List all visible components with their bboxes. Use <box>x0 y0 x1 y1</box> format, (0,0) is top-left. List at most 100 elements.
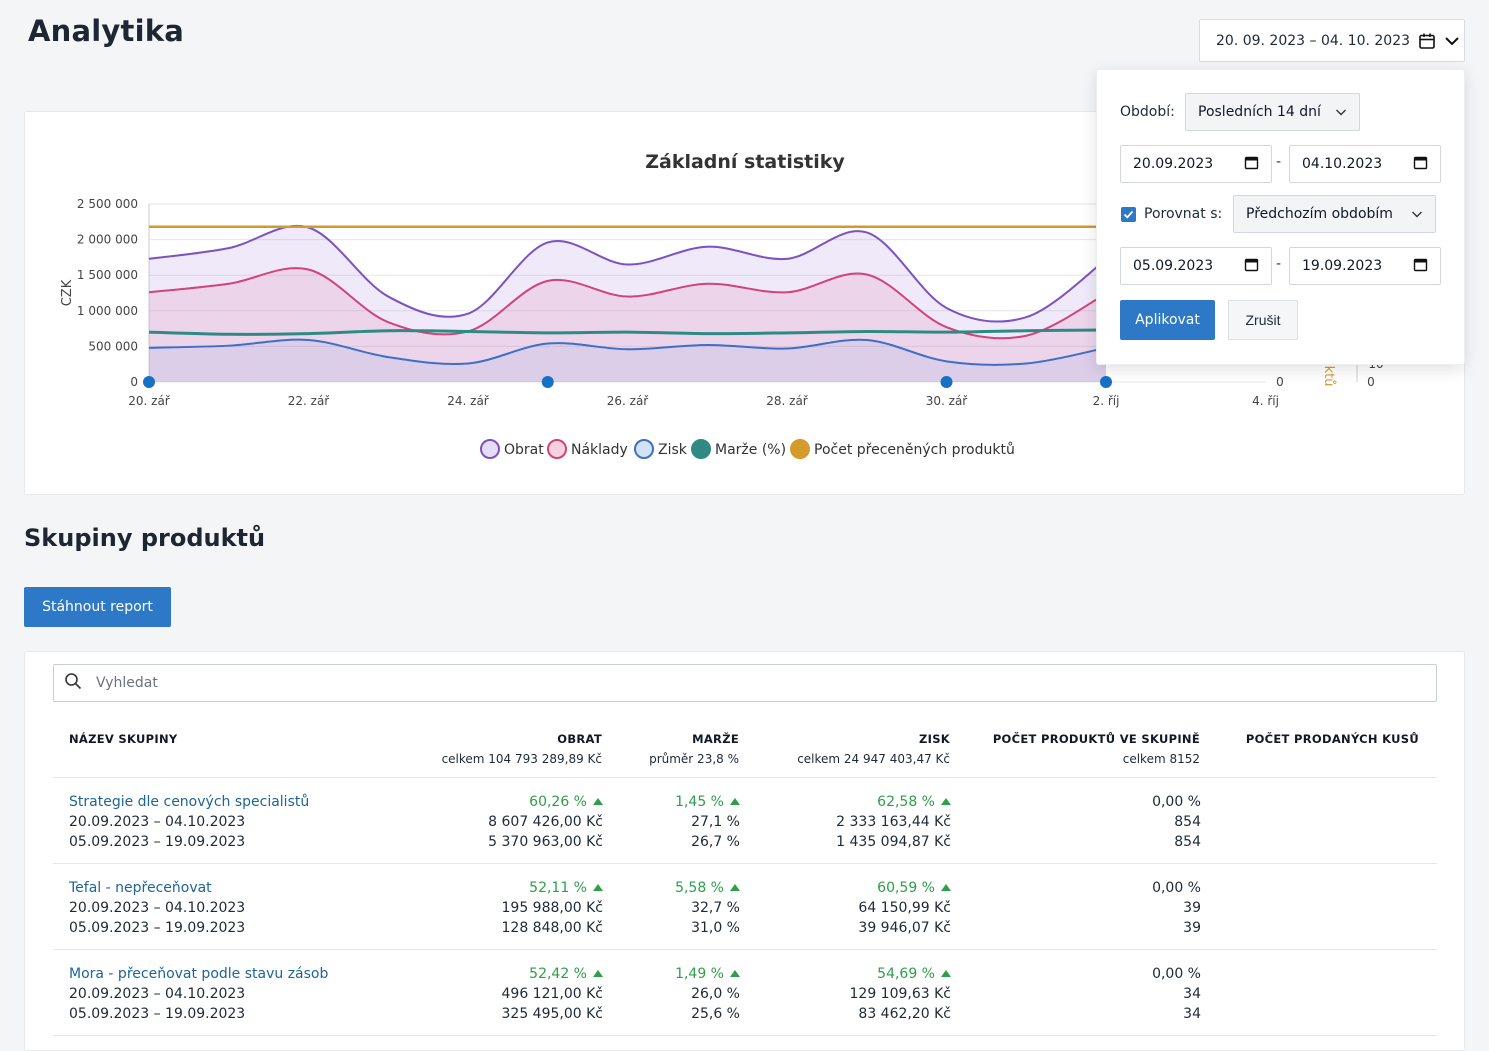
section-title: Skupiny produktů <box>24 524 266 552</box>
date-range-popover: Období: Posledních 14 dní 20.09.2023 - 0… <box>1096 69 1465 365</box>
search-input[interactable] <box>94 674 1436 692</box>
table-row[interactable]: Mora - přeceňovat podle stavu zásob 20.09… <box>53 950 1437 1036</box>
period-current: 20.09.2023 – 04.10.2023 <box>69 814 246 830</box>
count-change: 0,00 % <box>1152 966 1201 982</box>
right-axis-tick: 0 <box>1276 375 1284 389</box>
right-axis2-tick: 0 <box>1367 375 1375 389</box>
x-tick-label: 22. zář <box>288 394 331 408</box>
group-name-link[interactable]: Mora - přeceňovat podle stavu zásob <box>69 966 329 982</box>
event-marker <box>1100 376 1112 388</box>
date-to-value: 04.10.2023 <box>1302 156 1383 172</box>
date-from-input[interactable]: 20.09.2023 <box>1120 145 1272 183</box>
col-header-obrat[interactable]: OBRAT celkem 104 793 289,89 Kč <box>441 732 602 766</box>
calendar-icon[interactable] <box>1413 257 1428 276</box>
count-change: 0,00 % <box>1152 880 1201 896</box>
marze-previous: 26,7 % <box>691 834 740 850</box>
x-tick-label: 4. říj <box>1252 394 1279 408</box>
calendar-icon <box>1418 32 1436 50</box>
compare-select-value: Předchozím obdobím <box>1246 206 1393 222</box>
compare-date-from-input[interactable]: 05.09.2023 <box>1120 247 1272 285</box>
count-cell: 0,00 % 39 39 <box>1152 878 1201 938</box>
trend-up-icon <box>730 884 740 891</box>
legend-marker <box>634 439 654 459</box>
x-tick-label: 2. říj <box>1093 394 1120 408</box>
zisk-change: 60,59 % <box>858 878 951 898</box>
trend-up-icon <box>593 884 603 891</box>
marze-change: 1,49 % <box>675 964 740 984</box>
date-range-button[interactable]: 20. 09. 2023 – 04. 10. 2023 <box>1199 19 1465 62</box>
period-current: 20.09.2023 – 04.10.2023 <box>69 986 246 1002</box>
col-header-sold-units[interactable]: POČET PRODANÝCH KUSŮ <box>1245 732 1419 746</box>
obrat-previous: 325 495,00 Kč <box>501 1006 604 1022</box>
group-name-link[interactable]: Strategie dle cenových specialistů <box>69 794 310 810</box>
chart-title: Základní statistiky <box>645 151 845 173</box>
zisk-current: 129 109,63 Kč <box>849 986 952 1002</box>
period-previous: 05.09.2023 – 19.09.2023 <box>69 834 246 850</box>
table-row[interactable]: Strategie dle cenových specialistů 20.09.… <box>53 778 1437 864</box>
zisk-cell: 54,69 % 129 109,63 Kč 83 462,20 Kč <box>849 964 952 1024</box>
obrat-current: 195 988,00 Kč <box>501 900 604 916</box>
legend-marker <box>790 439 810 459</box>
marze-current: 27,1 % <box>691 814 740 830</box>
period-select[interactable]: Posledních 14 dní <box>1185 93 1360 131</box>
cancel-button[interactable]: Zrušit <box>1228 300 1298 340</box>
zisk-previous: 1 435 094,87 Kč <box>836 834 951 850</box>
col-header-name[interactable]: NÁZEV SKUPINY <box>69 732 178 746</box>
search-field[interactable] <box>53 664 1437 702</box>
marze-current: 26,0 % <box>691 986 740 1002</box>
zisk-previous: 39 946,07 Kč <box>858 920 951 936</box>
apply-button[interactable]: Aplikovat <box>1120 300 1215 340</box>
period-previous: 05.09.2023 – 19.09.2023 <box>69 920 246 936</box>
event-marker <box>143 376 155 388</box>
col-header-marze[interactable]: MARŽE průměr 23,8 % <box>649 732 739 766</box>
calendar-icon[interactable] <box>1413 155 1428 174</box>
group-cell: Strategie dle cenových specialistů 20.09.… <box>69 792 309 852</box>
count-previous: 34 <box>1183 1006 1201 1022</box>
legend-marker <box>691 439 711 459</box>
page-title: Analytika <box>28 14 184 48</box>
obrat-change: 52,11 % <box>502 878 603 898</box>
marze-cell: 5,58 % 32,7 % 31,0 % <box>675 878 740 938</box>
marze-current: 32,7 % <box>691 900 740 916</box>
col-header-zisk[interactable]: ZISK celkem 24 947 403,47 Kč <box>797 732 950 766</box>
period-label: Období: <box>1120 104 1175 120</box>
count-current: 34 <box>1183 986 1201 1002</box>
group-name-link[interactable]: Tefal - nepřeceňovat <box>69 880 212 896</box>
count-cell: 0,00 % 34 34 <box>1152 964 1201 1024</box>
compare-checkbox[interactable] <box>1121 207 1136 222</box>
obrat-change: 60,26 % <box>488 792 603 812</box>
count-current: 39 <box>1183 900 1201 916</box>
chevron-down-icon <box>1335 106 1347 118</box>
zisk-change: 54,69 % <box>850 964 951 984</box>
chevron-down-icon <box>1411 208 1423 220</box>
calendar-icon[interactable] <box>1244 155 1259 174</box>
obrat-current: 496 121,00 Kč <box>501 986 604 1002</box>
col-header-product-count[interactable]: POČET PRODUKTŮ VE SKUPINĚ celkem 8152 <box>992 732 1200 766</box>
compare-date-to-input[interactable]: 19.09.2023 <box>1289 247 1441 285</box>
date-separator: - <box>1276 154 1282 170</box>
date-to-input[interactable]: 04.10.2023 <box>1289 145 1441 183</box>
series-obrat-area <box>149 225 1106 382</box>
trend-up-icon <box>730 798 740 805</box>
calendar-icon[interactable] <box>1244 257 1259 276</box>
compare-label: Porovnat s: <box>1144 206 1223 222</box>
count-current: 854 <box>1174 814 1201 830</box>
compare-select[interactable]: Předchozím obdobím <box>1233 195 1436 233</box>
compare-date-from-value: 05.09.2023 <box>1133 258 1214 274</box>
table-row[interactable]: Tefal - nepřeceňovat 20.09.2023 – 04.10.2… <box>53 864 1437 950</box>
y-tick-label: 0 <box>130 375 138 389</box>
date-range-text: 20. 09. 2023 – 04. 10. 2023 <box>1216 32 1411 49</box>
marze-change: 5,58 % <box>675 878 740 898</box>
trend-up-icon <box>941 798 951 805</box>
marze-previous: 25,6 % <box>691 1006 740 1022</box>
x-tick-label: 30. zář <box>926 394 969 408</box>
marze-previous: 31,0 % <box>691 920 740 936</box>
download-report-button[interactable]: Stáhnout report <box>24 587 171 627</box>
trend-up-icon <box>941 970 951 977</box>
y-axis-label: CZK <box>60 279 75 306</box>
zisk-change: 62,58 % <box>836 792 951 812</box>
zisk-current: 64 150,99 Kč <box>858 900 951 916</box>
marze-cell: 1,49 % 26,0 % 25,6 % <box>675 964 740 1024</box>
obrat-change: 52,42 % <box>502 964 603 984</box>
series-naklady-area <box>149 268 1106 382</box>
